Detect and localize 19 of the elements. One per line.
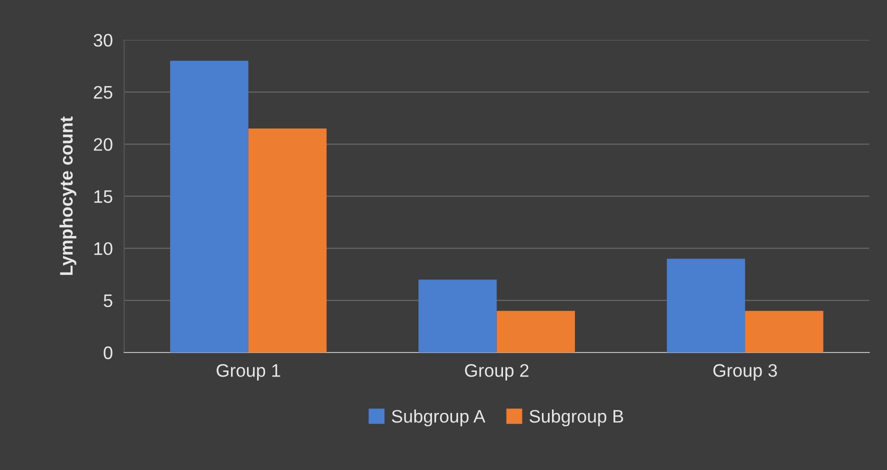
y-tick-label: 20	[94, 138, 112, 151]
y-axis-title: Lymphocyte count	[59, 116, 76, 275]
x-tick-label: Group 1	[216, 364, 280, 380]
y-tick-label: 25	[94, 86, 112, 99]
x-tick-label: Group 2	[465, 364, 528, 380]
y-tick-label: 10	[94, 242, 112, 256]
legend-label: Subgroup B	[530, 409, 624, 426]
bar	[418, 280, 497, 352]
bar	[745, 310, 824, 352]
y-tick-label: 15	[94, 190, 112, 203]
legend-label: Subgroup A	[392, 409, 486, 426]
bar	[248, 128, 327, 352]
y-tick-label: 30	[94, 34, 112, 47]
x-tick-label: Group 3	[713, 364, 777, 380]
bar	[666, 258, 746, 352]
y-tick-label: 5	[104, 294, 112, 308]
bar	[170, 60, 248, 352]
bar	[496, 310, 575, 352]
y-tick-label: 0	[104, 346, 112, 360]
